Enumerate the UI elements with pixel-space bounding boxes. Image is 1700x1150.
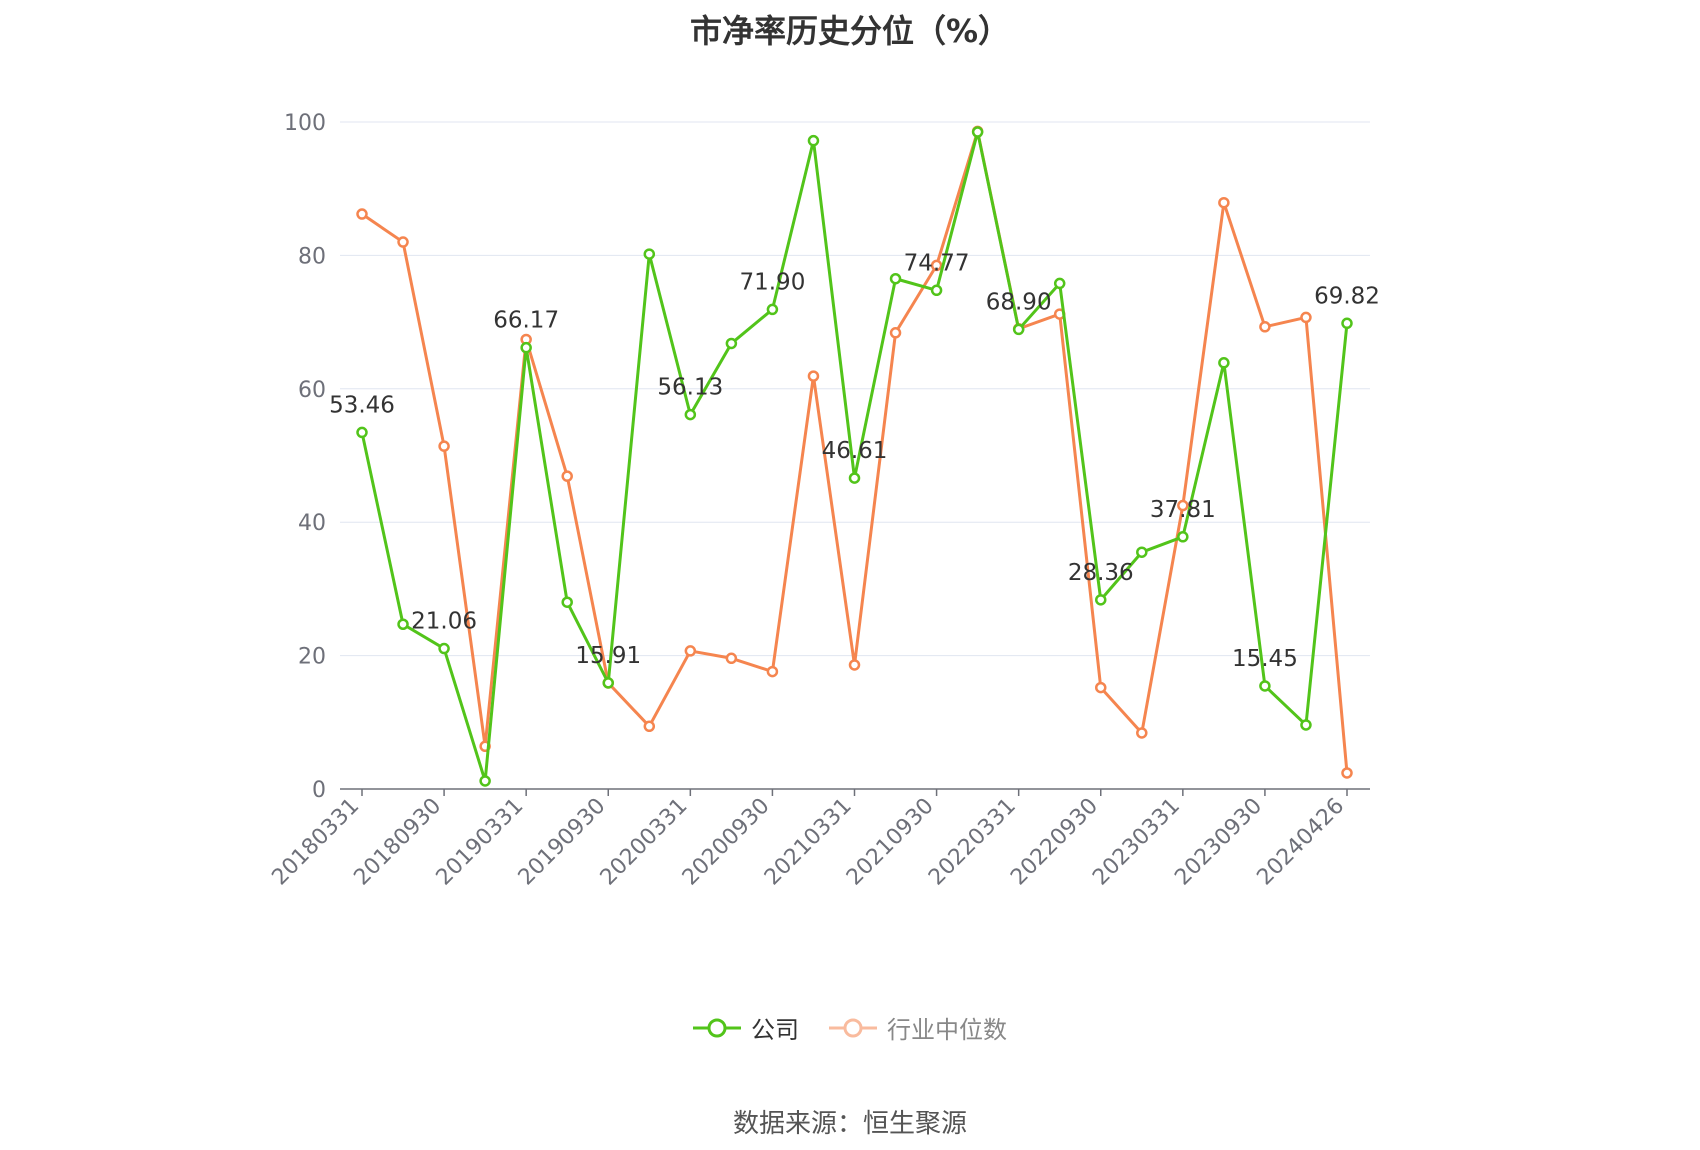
point-company-20180630	[397, 618, 409, 631]
data-label-20220930: 28.36	[1068, 560, 1134, 586]
y-tick-label-20: 20	[298, 645, 326, 670]
x-tick-label-20240426: 20240426	[1252, 794, 1349, 891]
x-tick-label-20180331: 20180331	[267, 794, 364, 891]
point-company-20230630	[1218, 357, 1230, 369]
x-tick-label-20200331: 20200331	[596, 794, 693, 891]
point-company-20240426	[1341, 317, 1353, 330]
point-industry-20180930	[438, 440, 450, 452]
y-tick-label-80: 80	[298, 244, 326, 269]
legend-industry-label: 行业中位数	[887, 1016, 1007, 1044]
data-label-20200930: 71.90	[739, 269, 805, 295]
data-label-20230331: 37.81	[1150, 497, 1216, 523]
point-company-20220630	[1053, 277, 1066, 290]
x-tick-label-20210930: 20210930	[842, 794, 939, 891]
legend-company-icon	[693, 1018, 741, 1037]
point-industry-20210930	[930, 259, 943, 272]
point-industry-20201231	[807, 370, 820, 382]
point-industry-20231231	[1300, 311, 1312, 324]
point-company-20221231	[1136, 546, 1148, 558]
point-company-20210930	[930, 284, 943, 297]
point-industry-20240426	[1341, 767, 1353, 779]
data-label-20180331: 53.46	[329, 392, 395, 418]
point-company-20220930	[1095, 594, 1107, 606]
point-industry-20200930	[766, 665, 779, 678]
point-company-20210331	[848, 472, 861, 484]
point-company-20230930	[1259, 680, 1271, 692]
x-tick-label-20190331: 20190331	[432, 794, 529, 891]
point-industry-20180630	[397, 236, 409, 248]
legend-industry-icon	[829, 1018, 877, 1037]
point-company-20231231	[1300, 719, 1312, 731]
point-industry-20210331	[848, 659, 861, 671]
grid-lines	[340, 121, 1370, 657]
data-label-20230930: 15.45	[1232, 646, 1298, 672]
point-industry-20200331	[684, 645, 697, 657]
series-lines	[356, 125, 1353, 787]
point-company-20190930	[602, 677, 614, 689]
data-labels: 53.46 21.06 66.17 15.91 56.13 71.90 46.61 74.77…	[329, 250, 1380, 672]
x-tick-label-20210331: 20210331	[760, 794, 857, 891]
x-tick-label-20200930: 20200930	[678, 794, 775, 891]
point-industry-20210630	[889, 327, 902, 339]
point-company-20201231	[807, 134, 820, 147]
legend-item-industry[interactable]: 行业中位数	[829, 1010, 1007, 1045]
point-company-20220331	[1012, 323, 1025, 336]
y-tick-label-100: 100	[284, 111, 326, 136]
legend-item-company[interactable]: 公司	[693, 1010, 799, 1045]
chart-title: 市净率历史分位（%）	[689, 12, 1011, 50]
point-industry-20191231	[643, 720, 656, 733]
point-company-20211231	[971, 126, 984, 138]
data-label-20190930: 15.91	[575, 643, 641, 669]
x-tick-label-20230331: 20230331	[1088, 794, 1185, 891]
legend-company-label: 公司	[751, 1016, 799, 1044]
point-company-20190331	[520, 341, 532, 354]
data-label-20200331: 56.13	[657, 375, 723, 401]
data-label-20210331: 46.61	[822, 438, 888, 464]
x-tick-label-20230930: 20230930	[1170, 794, 1267, 891]
point-company-20210630	[889, 272, 902, 285]
point-company-20230331	[1177, 531, 1189, 543]
point-company-20180930	[438, 642, 450, 655]
point-industry-20220930	[1095, 681, 1107, 694]
point-company-20191231	[643, 248, 656, 260]
x-tick-label-20190930: 20190930	[514, 794, 611, 891]
y-tick-label-40: 40	[298, 511, 326, 536]
point-industry-20230331	[1177, 499, 1189, 512]
point-company-20180331	[356, 426, 368, 439]
x-tick-label-20220331: 20220331	[924, 794, 1021, 891]
legend: 公司 行业中位数	[0, 1010, 1700, 1045]
point-company-20200331	[684, 408, 697, 421]
y-tick-label-60: 60	[298, 378, 326, 403]
x-tick-label-20180930: 20180930	[349, 794, 446, 891]
point-industry-20221231	[1136, 727, 1148, 739]
point-company-20200630	[725, 337, 738, 350]
point-company-20181231	[479, 775, 491, 787]
point-industry-20200630	[725, 652, 738, 665]
data-label-20190331: 66.17	[493, 308, 559, 334]
data-label-20180930: 21.06	[411, 609, 477, 635]
point-industry-20230630	[1218, 196, 1230, 209]
point-company-20200930	[766, 303, 779, 316]
point-industry-20180331	[356, 208, 368, 220]
point-industry-20190630	[561, 470, 573, 482]
data-label-20220331: 68.90	[986, 289, 1052, 315]
data-label-20240426: 69.82	[1314, 283, 1380, 309]
point-industry-20230930	[1259, 321, 1271, 333]
x-tick-label-20220930: 20220930	[1006, 794, 1103, 891]
source-note: 数据来源：恒生聚源	[732, 1109, 967, 1139]
data-label-20210930: 74.77	[904, 250, 970, 276]
point-company-20190630	[561, 596, 573, 608]
y-tick-label-0: 0	[312, 778, 326, 803]
